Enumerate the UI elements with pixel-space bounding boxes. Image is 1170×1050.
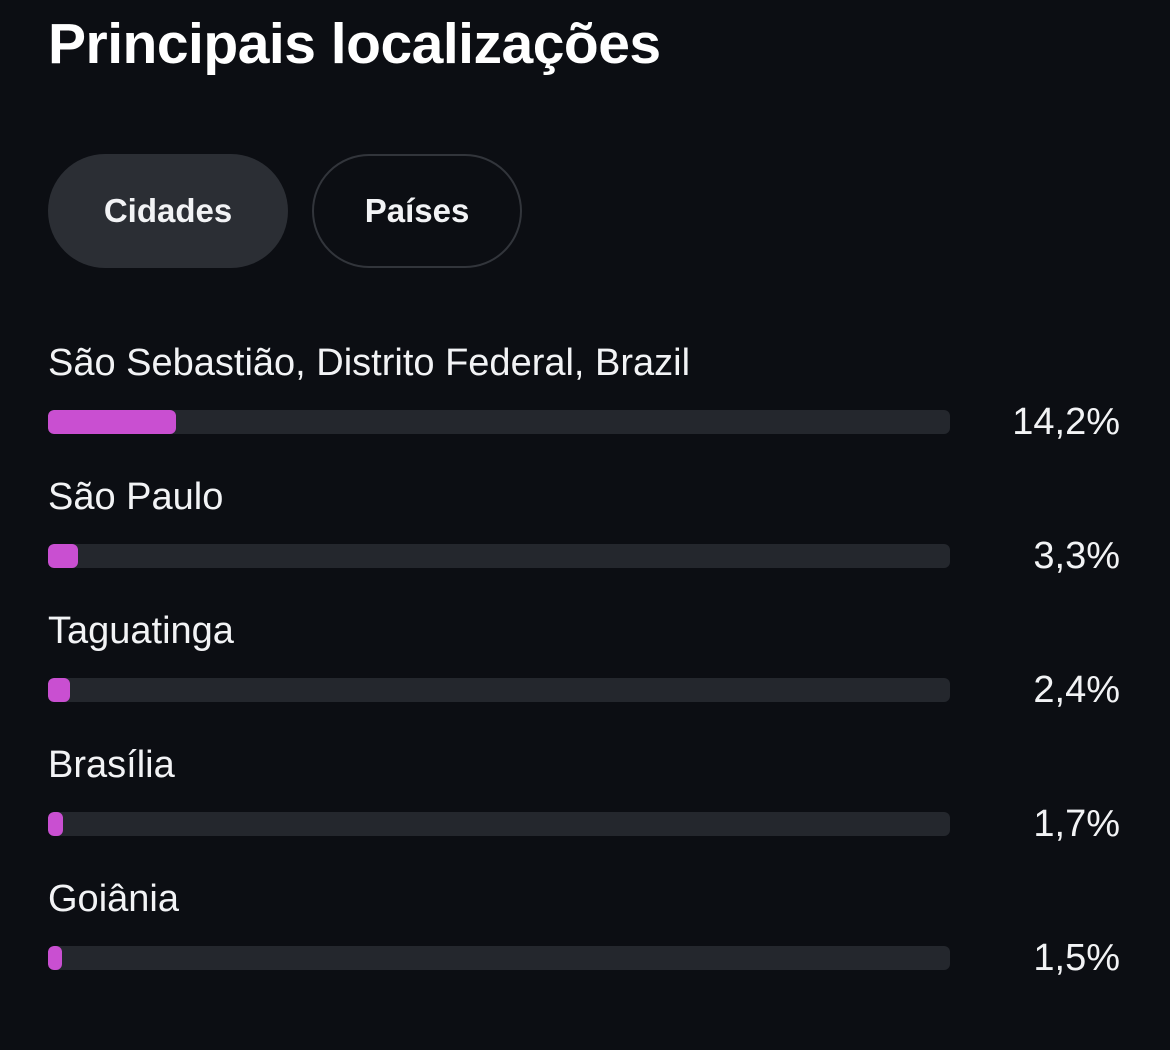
location-percentage: 1,7%: [1033, 803, 1120, 845]
progress-fill: [48, 410, 176, 434]
progress-track: [48, 544, 950, 568]
locations-list: São Sebastião, Distrito Federal, Brazil …: [0, 330, 1170, 1000]
list-item: Brasília 1,7%: [0, 732, 1170, 866]
tab-cities[interactable]: Cidades: [48, 154, 288, 268]
list-item: Taguatinga 2,4%: [0, 598, 1170, 732]
page-title: Principais localizações: [48, 12, 661, 76]
location-name: São Paulo: [48, 476, 224, 518]
list-item: Goiânia 1,5%: [0, 866, 1170, 1000]
location-name: Brasília: [48, 744, 175, 786]
tab-countries[interactable]: Países: [312, 154, 522, 268]
progress-track: [48, 812, 950, 836]
list-item: São Paulo 3,3%: [0, 464, 1170, 598]
location-name: Taguatinga: [48, 610, 234, 652]
progress-track: [48, 678, 950, 702]
location-name: São Sebastião, Distrito Federal, Brazil: [48, 342, 691, 384]
progress-fill: [48, 812, 63, 836]
progress-fill: [48, 678, 70, 702]
location-percentage: 14,2%: [1012, 401, 1120, 443]
location-percentage: 3,3%: [1033, 535, 1120, 577]
location-percentage: 2,4%: [1033, 669, 1120, 711]
progress-fill: [48, 946, 62, 970]
location-name: Goiânia: [48, 878, 179, 920]
list-item: São Sebastião, Distrito Federal, Brazil …: [0, 330, 1170, 464]
location-type-tabs: Cidades Países: [48, 154, 522, 268]
progress-track: [48, 410, 950, 434]
progress-track: [48, 946, 950, 970]
progress-fill: [48, 544, 78, 568]
location-percentage: 1,5%: [1033, 937, 1120, 979]
